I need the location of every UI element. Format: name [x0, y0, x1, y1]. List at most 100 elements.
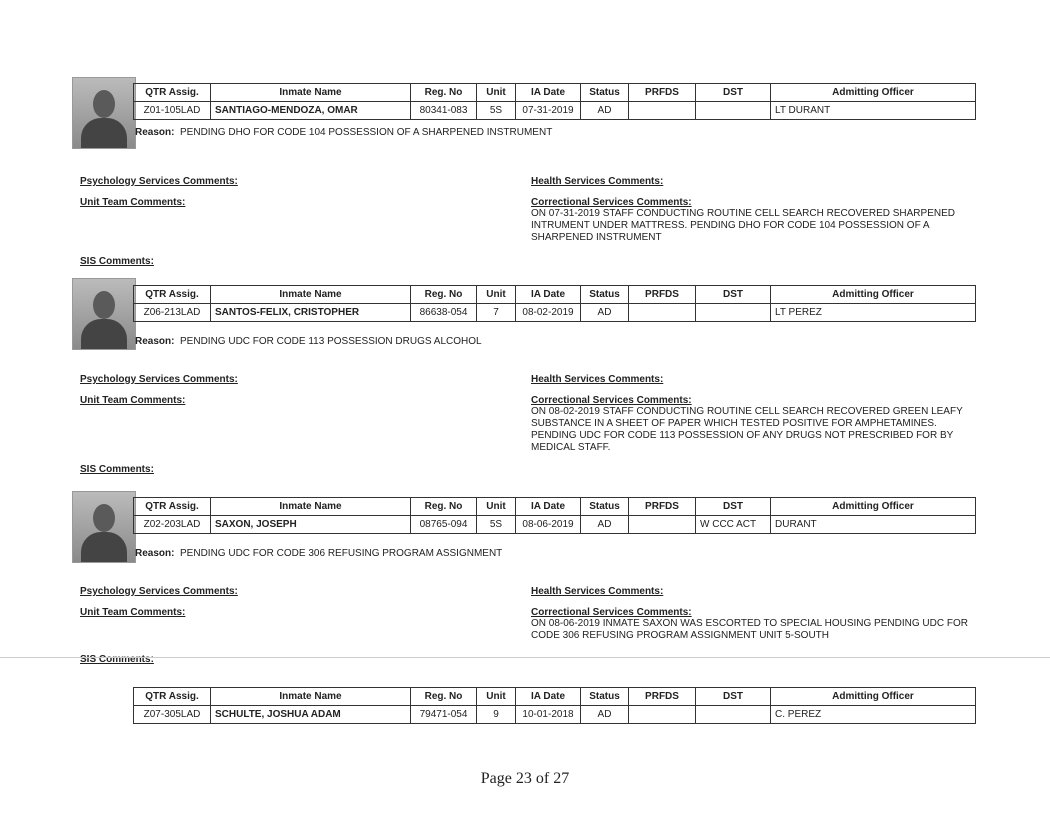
inmate-photo	[72, 77, 136, 149]
column-header: Admitting Officer	[770, 687, 976, 706]
column-header: QTR Assig.	[133, 83, 211, 102]
column-header: Status	[580, 687, 629, 706]
cell-unit: 5S	[476, 101, 516, 120]
column-header: PRFDS	[628, 285, 696, 304]
correctional-comments-text: ON 08-02-2019 STAFF CONDUCTING ROUTINE C…	[531, 406, 963, 453]
column-header: IA Date	[515, 687, 581, 706]
cell-reg: 80341-083	[410, 101, 477, 120]
cell-dst	[695, 101, 771, 120]
column-header: Unit	[476, 83, 516, 102]
column-header: Status	[580, 285, 629, 304]
column-header: PRFDS	[628, 687, 696, 706]
unit-team-comments-label: Unit Team Comments:	[80, 607, 186, 618]
column-header: Unit	[476, 687, 516, 706]
column-header: Reg. No	[410, 497, 477, 516]
health-comments-label: Health Services Comments:	[531, 586, 664, 597]
cell-officer: LT PEREZ	[770, 303, 976, 322]
psychology-comments-label: Psychology Services Comments:	[80, 374, 238, 385]
cell-officer: C. PEREZ	[770, 705, 976, 724]
cell-name: SCHULTE, JOSHUA ADAM	[210, 705, 411, 724]
cell-status: AD	[580, 515, 629, 534]
reason-text: PENDING UDC FOR CODE 306 REFUSING PROGRA…	[180, 548, 503, 559]
cell-ia_date: 08-06-2019	[515, 515, 581, 534]
cell-name: SANTOS-FELIX, CRISTOPHER	[210, 303, 411, 322]
column-header: QTR Assig.	[133, 285, 211, 304]
health-comments-label: Health Services Comments:	[531, 176, 664, 187]
column-header: Reg. No	[410, 687, 477, 706]
column-header: IA Date	[515, 83, 581, 102]
cell-qtr: Z06-213LAD	[133, 303, 211, 322]
cell-name: SANTIAGO-MENDOZA, OMAR	[210, 101, 411, 120]
column-header: DST	[695, 497, 771, 516]
cell-officer: LT DURANT	[770, 101, 976, 120]
cell-unit: 9	[476, 705, 516, 724]
unit-team-comments-label: Unit Team Comments:	[80, 395, 186, 406]
table-row: Z07-305LAD SCHULTE, JOSHUA ADAM 79471-054 9…	[133, 705, 976, 724]
column-header: Inmate Name	[210, 285, 411, 304]
cell-ia_date: 08-02-2019	[515, 303, 581, 322]
cell-prfds	[628, 303, 696, 322]
inmate-record-table: QTR Assig. Inmate Name Reg. No Unit IA Date S…	[133, 497, 976, 534]
column-header: QTR Assig.	[133, 497, 211, 516]
cell-officer: DURANT	[770, 515, 976, 534]
cell-dst	[695, 705, 771, 724]
sis-comments-label: SIS Comments:	[80, 256, 154, 267]
cell-status: AD	[580, 101, 629, 120]
table-row: Z01-105LAD SANTIAGO-MENDOZA, OMAR 80341-08…	[133, 101, 976, 120]
inmate-record-table: QTR Assig. Inmate Name Reg. No Unit IA Date S…	[133, 285, 976, 322]
column-header: Reg. No	[410, 285, 477, 304]
cell-unit: 7	[476, 303, 516, 322]
cell-prfds	[628, 705, 696, 724]
cell-reg: 79471-054	[410, 705, 477, 724]
table-row: Z02-203LAD SAXON, JOSEPH 08765-094 5S 08-06-…	[133, 515, 976, 534]
cell-qtr: Z01-105LAD	[133, 101, 211, 120]
column-header: Admitting Officer	[770, 497, 976, 516]
cell-dst	[695, 303, 771, 322]
correctional-comments-label: Correctional Services Comments:	[531, 607, 692, 618]
sis-comments-label: SIS Comments:	[80, 464, 154, 475]
column-header: Status	[580, 83, 629, 102]
correctional-comments-label: Correctional Services Comments:	[531, 197, 692, 208]
column-header: Inmate Name	[210, 83, 411, 102]
psychology-comments-label: Psychology Services Comments:	[80, 586, 238, 597]
reason-text: PENDING UDC FOR CODE 113 POSSESSION DRUG…	[180, 336, 482, 347]
cell-ia_date: 10-01-2018	[515, 705, 581, 724]
column-header: PRFDS	[628, 497, 696, 516]
inmate-photo	[72, 278, 136, 350]
cell-dst: W CCC ACT	[695, 515, 771, 534]
cell-name: SAXON, JOSEPH	[210, 515, 411, 534]
correctional-comments-text: ON 07-31-2019 STAFF CONDUCTING ROUTINE C…	[531, 208, 955, 243]
cell-prfds	[628, 515, 696, 534]
cell-status: AD	[580, 705, 629, 724]
health-comments-label: Health Services Comments:	[531, 374, 664, 385]
cell-status: AD	[580, 303, 629, 322]
cell-unit: 5S	[476, 515, 516, 534]
scan-divider	[0, 657, 1050, 658]
column-header: IA Date	[515, 497, 581, 516]
cell-reg: 08765-094	[410, 515, 477, 534]
column-header: IA Date	[515, 285, 581, 304]
sis-comments-label: SIS Comments:	[80, 654, 154, 665]
column-header: Admitting Officer	[770, 285, 976, 304]
cell-reg: 86638-054	[410, 303, 477, 322]
reason-text: PENDING DHO FOR CODE 104 POSSESSION OF A…	[180, 127, 553, 138]
column-header: Status	[580, 497, 629, 516]
column-header: Inmate Name	[210, 687, 411, 706]
inmate-record-table: QTR Assig. Inmate Name Reg. No Unit IA Date S…	[133, 687, 976, 724]
reason: Reason: PENDING UDC FOR CODE 113 POSSESS…	[135, 336, 482, 347]
table-row: Z06-213LAD SANTOS-FELIX, CRISTOPHER 86638-…	[133, 303, 976, 322]
column-header: DST	[695, 687, 771, 706]
column-header: QTR Assig.	[133, 687, 211, 706]
inmate-photo	[72, 491, 136, 563]
column-header: Inmate Name	[210, 497, 411, 516]
reason-label: Reason:	[135, 127, 175, 138]
page-number: Page 23 of 27	[480, 770, 570, 787]
reason-label: Reason:	[135, 548, 175, 559]
column-header: DST	[695, 285, 771, 304]
cell-ia_date: 07-31-2019	[515, 101, 581, 120]
inmate-record-table: QTR Assig. Inmate Name Reg. No Unit IA Date S…	[133, 83, 976, 120]
cell-qtr: Z02-203LAD	[133, 515, 211, 534]
column-header: Unit	[476, 497, 516, 516]
cell-prfds	[628, 101, 696, 120]
reason: Reason: PENDING UDC FOR CODE 306 REFUSIN…	[135, 548, 502, 559]
